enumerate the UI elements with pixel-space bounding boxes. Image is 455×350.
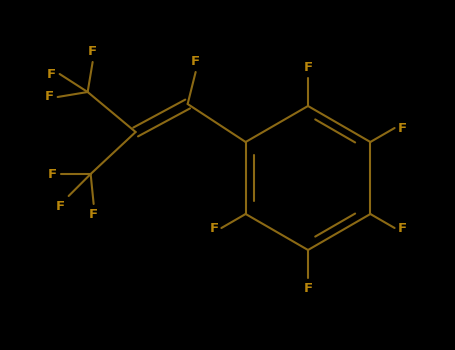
Text: F: F <box>56 200 65 213</box>
Text: F: F <box>209 222 218 235</box>
Text: F: F <box>303 282 313 295</box>
Text: F: F <box>47 168 56 181</box>
Text: F: F <box>398 222 407 235</box>
Text: F: F <box>88 45 97 58</box>
Text: F: F <box>398 121 407 134</box>
Text: F: F <box>191 55 200 68</box>
Text: F: F <box>89 208 98 221</box>
Text: F: F <box>45 91 54 104</box>
Text: F: F <box>303 61 313 74</box>
Text: F: F <box>46 68 56 80</box>
